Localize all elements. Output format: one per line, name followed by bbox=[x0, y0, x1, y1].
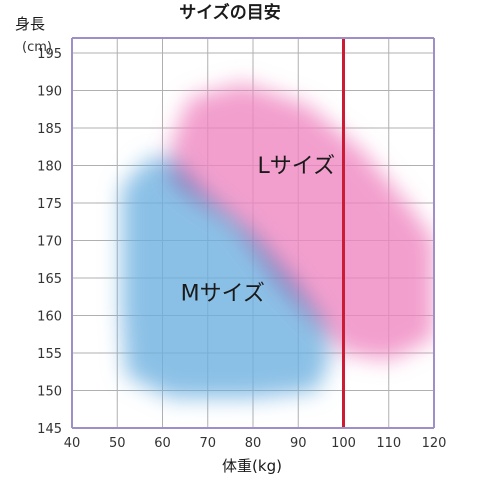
x-tick-label: 70 bbox=[199, 436, 216, 451]
y-axis-unit: (cm) bbox=[22, 40, 52, 55]
m-size-label: Mサイズ bbox=[181, 282, 265, 307]
y-tick-label: 165 bbox=[37, 272, 62, 287]
y-tick-label: 195 bbox=[37, 47, 62, 62]
x-tick-label: 80 bbox=[245, 436, 262, 451]
x-tick-label: 40 bbox=[64, 436, 81, 451]
y-tick-label: 150 bbox=[37, 385, 62, 400]
y-tick-label: 155 bbox=[37, 347, 62, 362]
x-tick-label: 90 bbox=[290, 436, 307, 451]
y-tick-label: 185 bbox=[37, 122, 62, 137]
y-tick-label: 160 bbox=[37, 310, 62, 325]
region-labels: Mサイズ Lサイズ bbox=[181, 154, 336, 307]
plot-frame bbox=[71, 37, 435, 429]
y-tick-label: 145 bbox=[37, 422, 62, 437]
x-tick-label: 120 bbox=[422, 436, 447, 451]
y-tick-label: 170 bbox=[37, 235, 62, 250]
l-size-label: Lサイズ bbox=[258, 154, 336, 179]
x-tick-label: 100 bbox=[331, 436, 356, 451]
x-tick-label: 110 bbox=[376, 436, 401, 451]
size-regions bbox=[121, 83, 434, 398]
x-axis-label: 体重(kg) bbox=[222, 457, 282, 475]
y-tick-label: 190 bbox=[37, 85, 62, 100]
l-size-region bbox=[171, 83, 434, 361]
m-size-region bbox=[121, 158, 330, 398]
tick-labels: 40 50 60 70 80 90 100 110 120 145 150 155 160 165 170 1… bbox=[37, 47, 446, 451]
x-tick-label: 50 bbox=[109, 436, 126, 451]
y-tick-label: 180 bbox=[37, 160, 62, 175]
x-tick-label: 60 bbox=[154, 436, 171, 451]
y-axis-label: 身長 bbox=[15, 15, 45, 33]
chart-title: サイズの目安 bbox=[179, 2, 281, 23]
y-tick-label: 175 bbox=[37, 197, 62, 212]
